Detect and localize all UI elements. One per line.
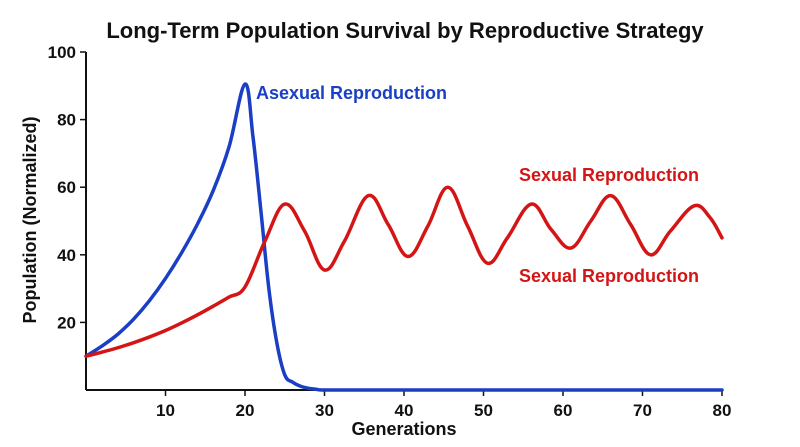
x-tick-label: 20 <box>236 401 255 420</box>
x-axis-label: Generations <box>351 419 456 439</box>
series-annotation-label: Asexual Reproduction <box>256 83 447 103</box>
chart-title: Long-Term Population Survival by Reprodu… <box>106 18 704 43</box>
y-tick-label: 40 <box>57 246 76 265</box>
y-tick-label: 60 <box>57 178 76 197</box>
y-tick-label: 80 <box>57 111 76 130</box>
series-lines <box>84 82 724 392</box>
y-axis-label: Population (Normalized) <box>20 116 40 323</box>
annotations: Asexual Reproduction Sexual Reproduction S… <box>256 83 699 286</box>
series-line-asexual <box>84 82 724 392</box>
x-tick-label: 70 <box>633 401 652 420</box>
y-tick-label: 100 <box>48 43 76 62</box>
series-annotation-label: Sexual Reproduction <box>519 266 699 286</box>
y-tick-label: 20 <box>57 313 76 332</box>
x-tick-label: 10 <box>156 401 175 420</box>
x-tick-label: 40 <box>395 401 414 420</box>
x-tick-label: 60 <box>554 401 573 420</box>
x-tick-label: 50 <box>474 401 493 420</box>
x-tick-label: 30 <box>315 401 334 420</box>
tick-labels: 10 20 30 40 50 60 70 80 20 40 60 80 100 <box>48 43 732 420</box>
series-line-sexual <box>84 185 724 358</box>
x-tick-label: 80 <box>713 401 732 420</box>
series-annotation-label: Sexual Reproduction <box>519 165 699 185</box>
